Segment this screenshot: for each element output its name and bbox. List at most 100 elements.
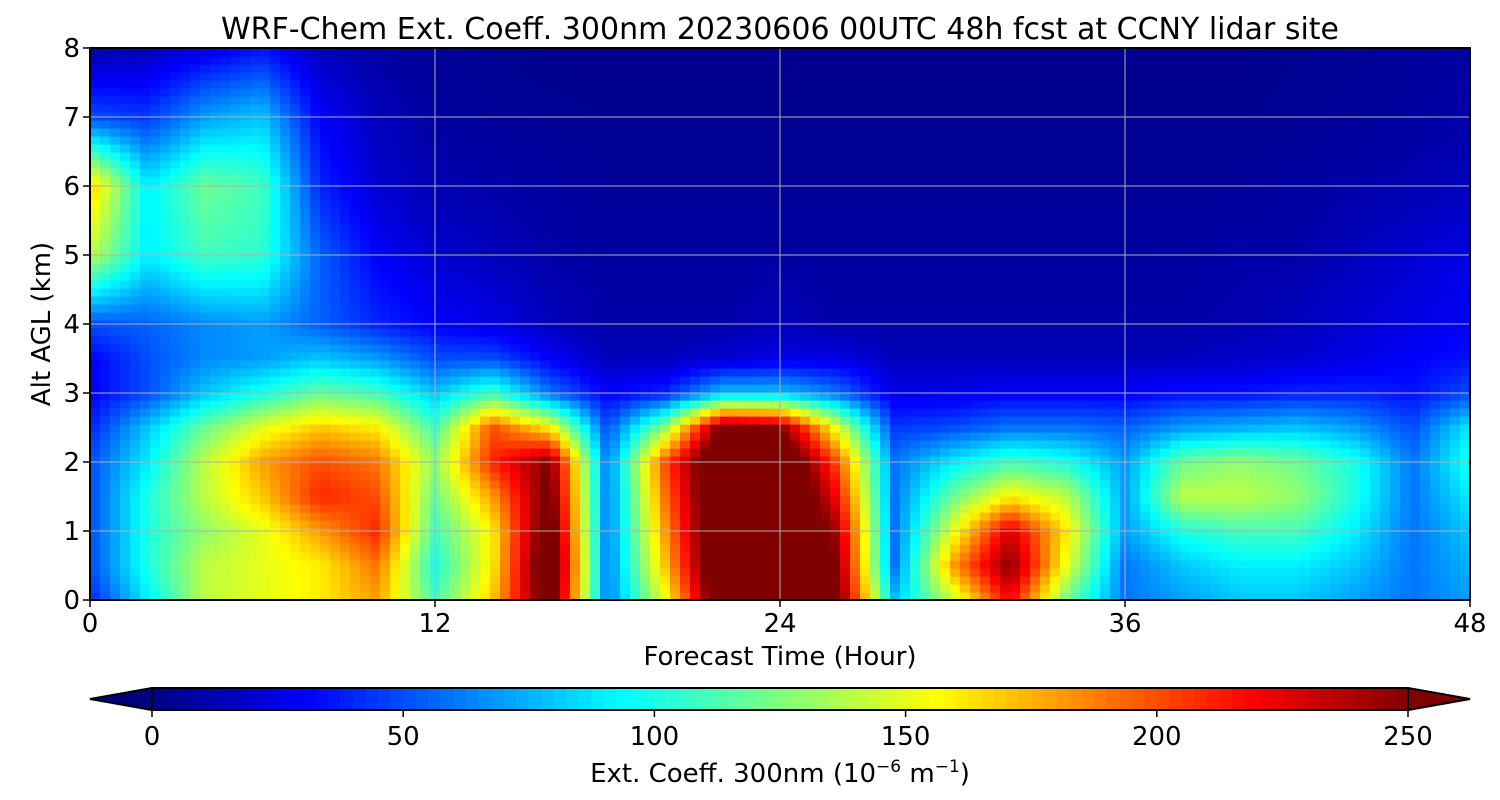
heatmap-cell <box>100 344 111 353</box>
heatmap-cell <box>410 592 421 601</box>
heatmap-cell <box>310 328 321 337</box>
heatmap-cell <box>1020 520 1031 529</box>
heatmap-cell <box>310 552 321 561</box>
heatmap-cell <box>300 448 311 457</box>
heatmap-cell <box>1230 480 1241 489</box>
heatmap-cell <box>540 448 551 457</box>
heatmap-cell <box>360 520 371 529</box>
heatmap-cell <box>570 416 581 425</box>
heatmap-cell <box>960 448 971 457</box>
heatmap-cell <box>500 544 511 553</box>
heatmap-cell <box>910 336 921 345</box>
heatmap-cell <box>280 520 291 529</box>
heatmap-cell <box>1050 448 1061 457</box>
heatmap-cell <box>340 328 351 337</box>
heatmap-cell <box>830 584 841 593</box>
heatmap-cell <box>1270 392 1281 401</box>
heatmap-cell <box>130 416 141 425</box>
heatmap-cell <box>290 560 301 569</box>
heatmap-cell <box>600 512 611 521</box>
heatmap-cell <box>640 504 651 513</box>
heatmap-cell <box>1360 488 1371 497</box>
heatmap-cell <box>1300 352 1311 361</box>
heatmap-cell <box>1140 440 1151 449</box>
heatmap-cell <box>980 400 991 409</box>
heatmap-cell <box>610 384 621 393</box>
heatmap-cell <box>1030 480 1041 489</box>
heatmap-cell <box>460 568 471 577</box>
heatmap-cell <box>440 448 451 457</box>
heatmap-cell <box>890 416 901 425</box>
heatmap-cell <box>960 512 971 521</box>
heatmap-cell <box>520 536 531 545</box>
heatmap-cell <box>810 312 821 321</box>
heatmap-cell <box>880 456 891 465</box>
heatmap-cell <box>140 512 151 521</box>
heatmap-cell <box>1260 584 1271 593</box>
heatmap-cell <box>890 488 901 497</box>
heatmap-cell <box>990 464 1001 473</box>
heatmap-cell <box>930 392 941 401</box>
heatmap-cell <box>1410 392 1421 401</box>
heatmap-cell <box>970 472 981 481</box>
heatmap-cell <box>90 440 101 449</box>
heatmap-cell <box>1180 464 1191 473</box>
heatmap-cell <box>120 384 131 393</box>
heatmap-cell <box>1450 472 1461 481</box>
heatmap-cell <box>800 336 811 345</box>
heatmap-cell <box>360 416 371 425</box>
heatmap-cell <box>1110 592 1121 601</box>
heatmap-cell <box>1190 424 1201 433</box>
heatmap-cell <box>570 504 581 513</box>
heatmap-cell <box>1280 440 1291 449</box>
heatmap-cell <box>270 352 281 361</box>
heatmap-cell <box>1000 336 1011 345</box>
heatmap-cell <box>360 360 371 369</box>
heatmap-cell <box>1460 512 1471 521</box>
heatmap-cell <box>1040 376 1051 385</box>
heatmap-cell <box>690 368 701 377</box>
heatmap-cell <box>850 480 861 489</box>
heatmap-cell <box>1110 552 1121 561</box>
heatmap-cell <box>1460 336 1471 345</box>
heatmap-cell <box>800 520 811 529</box>
heatmap-cell <box>1080 520 1091 529</box>
heatmap-cell <box>610 480 621 489</box>
heatmap-cell <box>1150 408 1161 417</box>
heatmap-cell <box>800 496 811 505</box>
heatmap-cell <box>480 504 491 513</box>
heatmap-cell <box>1330 312 1341 321</box>
heatmap-cell <box>1210 384 1221 393</box>
heatmap-cell <box>1240 376 1251 385</box>
heatmap-cell <box>890 440 901 449</box>
heatmap-cell <box>240 552 251 561</box>
heatmap-cell <box>910 400 921 409</box>
heatmap-cell <box>500 328 511 337</box>
heatmap-cell <box>1340 504 1351 513</box>
heatmap-cell <box>410 568 421 577</box>
heatmap-cell <box>1350 592 1361 601</box>
heatmap-cell <box>330 416 341 425</box>
heatmap-cell <box>1350 416 1361 425</box>
heatmap-cell <box>1330 584 1341 593</box>
heatmap-cell <box>1310 312 1321 321</box>
heatmap-cell <box>830 416 841 425</box>
heatmap-cell <box>680 512 691 521</box>
heatmap-cell <box>1270 552 1281 561</box>
heatmap-cell <box>400 592 411 601</box>
heatmap-cell <box>930 576 941 585</box>
heatmap-cell <box>920 472 931 481</box>
heatmap-cell <box>290 472 301 481</box>
heatmap-cell <box>410 512 421 521</box>
heatmap-cell <box>480 568 491 577</box>
heatmap-cell <box>1260 344 1271 353</box>
heatmap-cell <box>810 360 821 369</box>
heatmap-cell <box>730 528 741 537</box>
heatmap-cell <box>1080 336 1091 345</box>
heatmap-cell <box>1400 432 1411 441</box>
heatmap-cell <box>940 544 951 553</box>
heatmap-cell <box>900 464 911 473</box>
heatmap-cell <box>1090 368 1101 377</box>
heatmap-cell <box>1350 464 1361 473</box>
heatmap-cell <box>630 424 641 433</box>
